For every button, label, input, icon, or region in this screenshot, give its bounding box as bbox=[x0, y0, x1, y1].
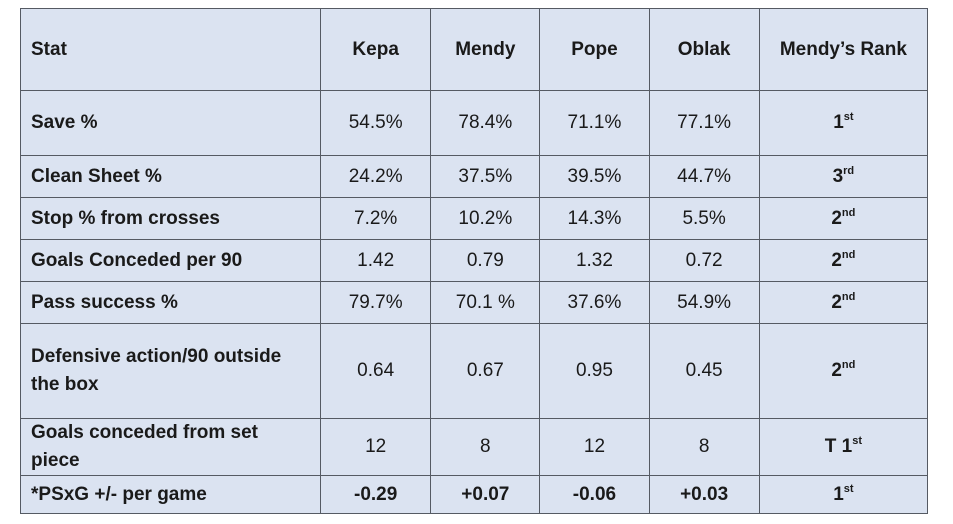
oblak-value: 44.7% bbox=[648, 155, 760, 198]
oblak-value: 0.45 bbox=[648, 323, 760, 419]
stat-label: Stop % from crosses bbox=[19, 197, 322, 240]
pope-value: 71.1% bbox=[539, 90, 650, 156]
mendy-value: 78.4% bbox=[430, 90, 541, 156]
kepa-value: 0.64 bbox=[320, 323, 432, 419]
mendy-value: +0.07 bbox=[430, 475, 541, 514]
pope-value: 0.95 bbox=[539, 323, 650, 419]
mendy-value: 8 bbox=[430, 418, 541, 476]
stat-label: Save % bbox=[19, 90, 322, 156]
header-row: Stat Kepa Mendy Pope Oblak Mendy’s Rank bbox=[19, 8, 929, 91]
rank-suffix: nd bbox=[841, 248, 856, 261]
header-pope: Pope bbox=[539, 8, 650, 91]
oblak-value: 8 bbox=[648, 418, 760, 476]
table-row: Pass success % 79.7% 70.1 % 37.6% 54.9% … bbox=[19, 281, 929, 324]
rank-number: T 1 bbox=[824, 436, 853, 457]
stat-label: Defensive action/90 outside the box bbox=[19, 323, 322, 419]
oblak-value: 77.1% bbox=[648, 90, 760, 156]
rank-suffix: st bbox=[852, 435, 862, 447]
mendy-rank: 2nd bbox=[758, 323, 929, 419]
mendy-rank: 1st bbox=[758, 475, 929, 514]
header-rank: Mendy’s Rank bbox=[758, 8, 929, 91]
pope-value: 1.32 bbox=[539, 239, 650, 282]
mendy-rank: 3rd bbox=[758, 155, 929, 198]
mendy-value: 37.5% bbox=[430, 155, 541, 198]
table-row: Goals Conceded per 90 1.42 0.79 1.32 0.7… bbox=[19, 239, 929, 282]
rank-suffix: nd bbox=[841, 290, 856, 303]
oblak-value: +0.03 bbox=[648, 475, 760, 514]
kepa-value: 54.5% bbox=[320, 90, 432, 156]
pope-value: 37.6% bbox=[539, 281, 650, 324]
mendy-value: 70.1 % bbox=[430, 281, 541, 324]
kepa-value: 7.2% bbox=[320, 197, 432, 240]
mendy-value: 0.79 bbox=[430, 239, 541, 282]
stat-label: Goals Conceded per 90 bbox=[19, 239, 322, 282]
stat-label: Clean Sheet % bbox=[19, 155, 322, 198]
rank-suffix: st bbox=[843, 482, 854, 495]
rank-number: 2 bbox=[831, 207, 842, 229]
pope-value: -0.06 bbox=[539, 475, 650, 514]
rank-suffix: st bbox=[843, 111, 854, 123]
pope-value: 39.5% bbox=[539, 155, 650, 198]
goalkeeper-stats-table: Stat Kepa Mendy Pope Oblak Mendy’s Rank … bbox=[19, 8, 929, 514]
rank-suffix: nd bbox=[841, 359, 856, 371]
mendy-rank: 1st bbox=[758, 90, 929, 156]
table-row: Defensive action/90 outside the box 0.64… bbox=[19, 323, 929, 419]
mendy-rank: 2nd bbox=[758, 281, 929, 324]
header-mendy: Mendy bbox=[430, 8, 541, 91]
stat-label: Pass success % bbox=[19, 281, 322, 324]
rank-suffix: rd bbox=[843, 164, 855, 177]
mendy-rank: 2nd bbox=[758, 197, 929, 240]
header-oblak: Oblak bbox=[648, 8, 760, 91]
kepa-value: 79.7% bbox=[320, 281, 432, 324]
mendy-rank: 2nd bbox=[758, 239, 929, 282]
kepa-value: 1.42 bbox=[320, 239, 432, 282]
rank-number: 1 bbox=[833, 483, 844, 505]
rank-number: 1 bbox=[833, 112, 844, 133]
stat-label: Goals conceded from set piece bbox=[19, 418, 322, 476]
oblak-value: 0.72 bbox=[648, 239, 760, 282]
table-row: Stop % from crosses 7.2% 10.2% 14.3% 5.5… bbox=[19, 197, 929, 240]
oblak-value: 54.9% bbox=[648, 281, 760, 324]
header-kepa: Kepa bbox=[320, 8, 432, 91]
mendy-rank: T 1st bbox=[758, 418, 929, 476]
rank-number: 3 bbox=[832, 165, 844, 187]
rank-number: 2 bbox=[831, 249, 842, 271]
pope-value: 12 bbox=[539, 418, 650, 476]
table-row: *PSxG +/- per game -0.29 +0.07 -0.06 +0.… bbox=[19, 475, 929, 514]
stat-label: *PSxG +/- per game bbox=[19, 475, 322, 514]
kepa-value: 24.2% bbox=[320, 155, 432, 198]
rank-number: 2 bbox=[831, 291, 842, 313]
mendy-value: 0.67 bbox=[430, 323, 541, 419]
kepa-value: 12 bbox=[320, 418, 432, 476]
table-row: Clean Sheet % 24.2% 37.5% 39.5% 44.7% 3r… bbox=[19, 155, 929, 198]
mendy-value: 10.2% bbox=[430, 197, 541, 240]
pope-value: 14.3% bbox=[539, 197, 650, 240]
oblak-value: 5.5% bbox=[648, 197, 760, 240]
header-stat: Stat bbox=[19, 8, 322, 91]
rank-number: 2 bbox=[831, 360, 842, 381]
table-row: Save % 54.5% 78.4% 71.1% 77.1% 1st bbox=[19, 90, 929, 156]
table-row: Goals conceded from set piece 12 8 12 8 … bbox=[19, 418, 929, 476]
rank-suffix: nd bbox=[841, 206, 856, 219]
kepa-value: -0.29 bbox=[320, 475, 432, 514]
